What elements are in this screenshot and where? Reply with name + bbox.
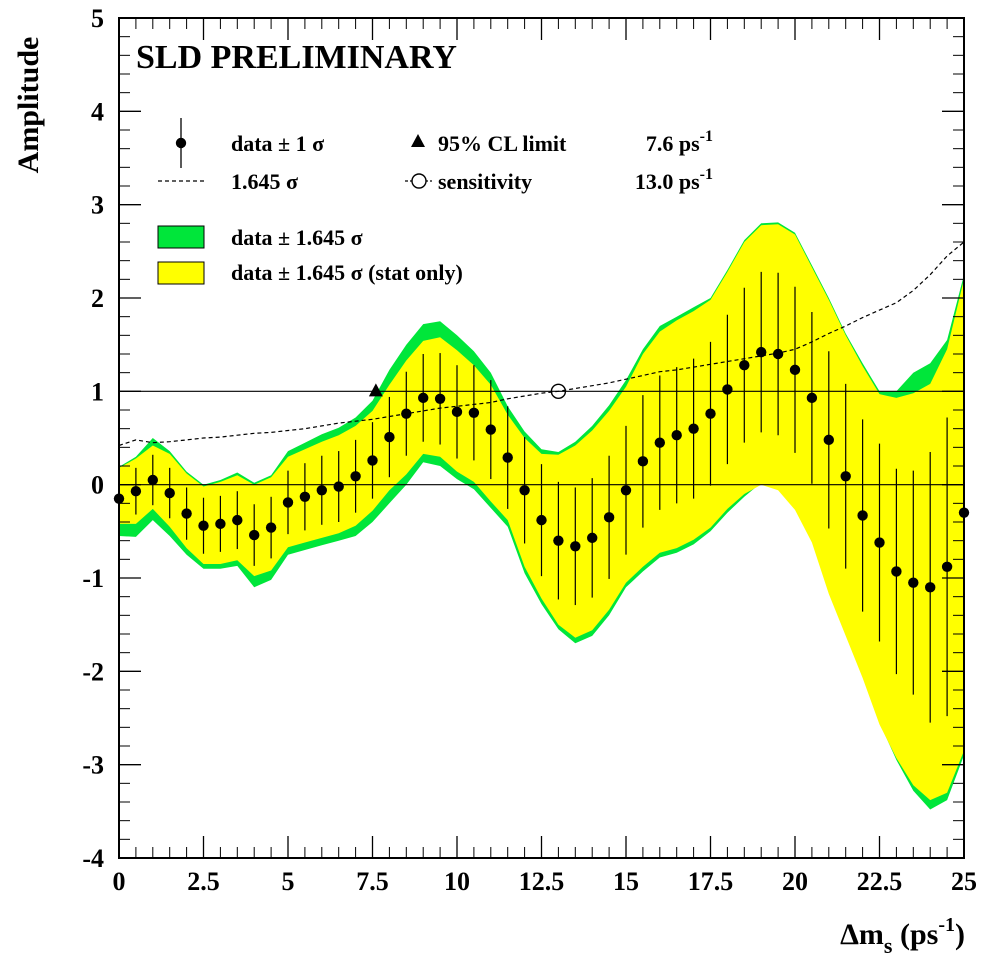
data-point — [451, 406, 463, 418]
sensitivity-marker — [550, 383, 567, 400]
legend-yellow-swatch — [157, 261, 205, 285]
x-axis-title-sub: s — [884, 933, 893, 958]
data-point — [536, 514, 547, 526]
data-point — [772, 348, 784, 360]
data-point — [688, 423, 699, 434]
x-tick-label: 10 — [444, 867, 470, 896]
y-tick-label: -3 — [82, 751, 104, 780]
y-tick-label: 3 — [91, 191, 104, 220]
legend-sensitivity: sensitivity — [438, 169, 532, 194]
y-tick-label: -1 — [82, 564, 104, 593]
y-tick-label: -2 — [82, 657, 104, 686]
legend-data-1sigma: data ± 1 σ — [231, 131, 324, 156]
data-point — [587, 532, 598, 544]
data-point — [485, 424, 496, 435]
x-axis-title: Δms (ps-1) — [840, 914, 965, 958]
data-point — [164, 487, 175, 499]
legend-band-stat: data ± 1.645 σ (stat only) — [231, 260, 463, 285]
data-point — [181, 508, 192, 519]
data-point — [333, 481, 344, 492]
legend: data ± 1 σ 95% CL limit 7.6 ps-1 1.645 σ sen… — [157, 118, 713, 285]
data-point — [519, 485, 530, 496]
data-point — [232, 514, 243, 526]
x-tick-label: 5 — [282, 867, 295, 896]
x-axis-title-close: ) — [955, 918, 965, 951]
data-point — [840, 471, 851, 482]
data-point — [367, 455, 378, 466]
data-point — [654, 437, 665, 448]
data-point — [502, 452, 513, 463]
x-tick-label: 2.5 — [187, 867, 220, 896]
x-axis-title-sup: -1 — [938, 914, 955, 936]
x-tick-label: 15 — [613, 867, 639, 896]
legend-green-swatch — [157, 225, 205, 249]
data-point — [401, 408, 412, 419]
data-point — [265, 522, 277, 533]
data-point — [806, 392, 818, 404]
y-tick-label: 2 — [91, 284, 104, 313]
data-point — [350, 471, 361, 482]
data-point — [418, 392, 429, 404]
data-point — [553, 535, 564, 546]
y-tick-label: 0 — [91, 471, 104, 500]
data-point — [941, 561, 953, 572]
x-axis-title-unit: (ps — [892, 918, 938, 951]
sigma-1645-line — [118, 241, 965, 447]
y-tick-label: -4 — [82, 844, 104, 873]
y-tick-label: 5 — [91, 4, 104, 33]
data-point — [823, 434, 834, 446]
x-tick-label: 20 — [782, 867, 808, 896]
x-tick-label: 7.5 — [356, 867, 389, 896]
data-point — [299, 491, 311, 502]
x-tick-label: 25 — [951, 867, 977, 896]
data-point — [722, 384, 733, 395]
cl-limit-marker — [368, 383, 383, 397]
x-axis-title-main: Δm — [840, 918, 884, 951]
legend-triangle-icon — [411, 134, 425, 147]
data-point — [739, 360, 750, 371]
x-tick-label: 0 — [113, 867, 126, 896]
x-tick-label: 17.5 — [688, 867, 734, 896]
legend-cl-limit-value: 7.6 ps-1 — [646, 128, 713, 156]
x-tick-label: 12.5 — [519, 867, 565, 896]
data-point — [637, 456, 649, 467]
y-tick-label: 4 — [91, 97, 104, 126]
data-point — [908, 577, 919, 588]
data-point — [570, 541, 581, 552]
data-point — [434, 393, 446, 404]
data-point — [215, 518, 226, 530]
legend-1645-sigma: 1.645 σ — [231, 169, 298, 194]
data-point — [705, 408, 716, 419]
data-point — [316, 485, 327, 496]
data-point — [857, 510, 868, 521]
legend-sensitivity-icon — [411, 173, 427, 189]
data-point — [468, 407, 480, 418]
data-point — [384, 431, 395, 443]
frame-layer: 0 2.5 5 7.5 10 12.5 15 17.5 20 22.5 25 -4 -3 -2 -1 0 1 2 3… — [82, 4, 977, 896]
legend-band-total: data ± 1.645 σ — [231, 225, 363, 250]
data-point — [874, 537, 885, 548]
chart-title: SLD PRELIMINARY — [136, 39, 457, 76]
y-axis-title: Amplitude — [12, 37, 45, 174]
data-point — [620, 485, 632, 496]
data-point — [147, 474, 158, 486]
data-point — [891, 566, 902, 577]
data-point — [282, 497, 294, 508]
data-point — [756, 346, 767, 358]
legend-sensitivity-value: 13.0 ps-1 — [635, 166, 713, 194]
legend-point-icon — [175, 137, 187, 149]
y-tick-label: 1 — [91, 377, 104, 406]
data-point — [603, 512, 615, 523]
data-point — [198, 520, 209, 531]
data-point — [671, 430, 682, 441]
data-point — [789, 364, 801, 376]
data-point — [249, 529, 260, 541]
data-point — [925, 582, 936, 593]
x-tick-label: 22.5 — [857, 867, 903, 896]
data-point — [130, 486, 142, 497]
legend-cl-limit: 95% CL limit — [438, 131, 567, 156]
